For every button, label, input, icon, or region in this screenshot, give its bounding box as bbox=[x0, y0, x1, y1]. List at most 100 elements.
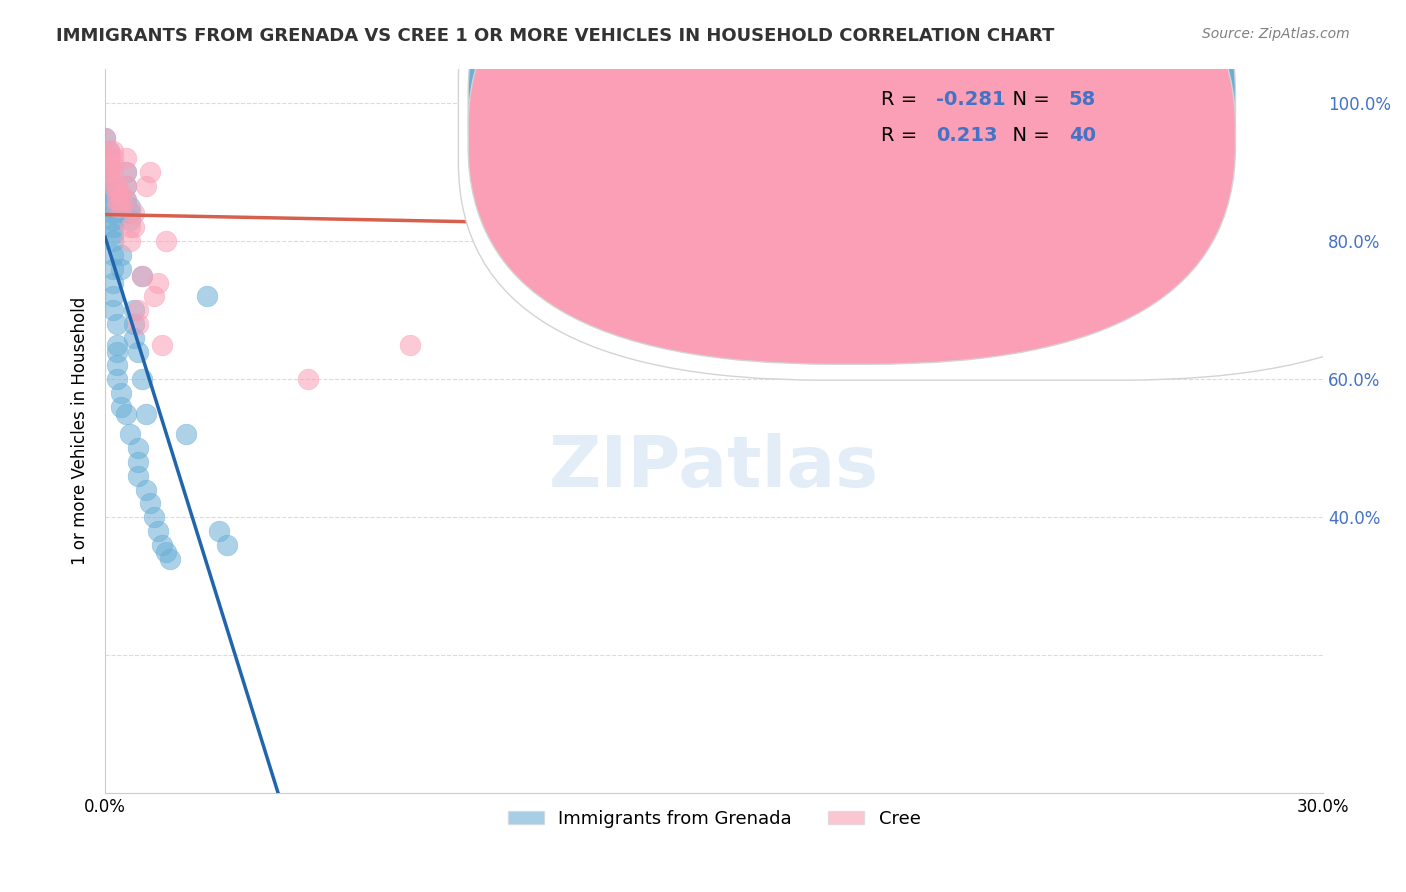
Point bbox=[114, 407, 136, 421]
Point bbox=[105, 344, 128, 359]
Point bbox=[114, 165, 136, 179]
Point bbox=[103, 145, 125, 159]
Point bbox=[105, 186, 128, 200]
Point bbox=[114, 193, 136, 207]
Legend: Immigrants from Grenada, Cree: Immigrants from Grenada, Cree bbox=[501, 803, 928, 835]
Point bbox=[103, 276, 125, 290]
Point bbox=[98, 165, 121, 179]
Point bbox=[135, 178, 157, 193]
Point bbox=[127, 317, 149, 331]
Point bbox=[114, 165, 136, 179]
Point bbox=[118, 234, 141, 248]
Point bbox=[139, 496, 162, 510]
Point bbox=[150, 538, 173, 552]
Text: 40: 40 bbox=[1069, 126, 1095, 145]
Point bbox=[127, 468, 149, 483]
Point bbox=[114, 193, 136, 207]
Point bbox=[118, 213, 141, 227]
Point bbox=[122, 206, 145, 220]
Point bbox=[110, 400, 132, 414]
Point bbox=[127, 344, 149, 359]
Point bbox=[118, 220, 141, 235]
Point bbox=[122, 331, 145, 345]
Text: IMMIGRANTS FROM GRENADA VS CREE 1 OR MORE VEHICLES IN HOUSEHOLD CORRELATION CHAR: IMMIGRANTS FROM GRENADA VS CREE 1 OR MOR… bbox=[56, 27, 1054, 45]
Point bbox=[98, 151, 121, 165]
Text: N =: N = bbox=[1001, 90, 1056, 109]
Point bbox=[142, 510, 165, 524]
Text: -0.281: -0.281 bbox=[936, 90, 1005, 109]
Point bbox=[122, 220, 145, 235]
Point bbox=[208, 524, 231, 538]
Point bbox=[98, 172, 121, 186]
Point bbox=[105, 193, 128, 207]
Point bbox=[215, 538, 238, 552]
Point bbox=[122, 303, 145, 318]
Point bbox=[159, 551, 181, 566]
Point bbox=[98, 178, 121, 193]
FancyBboxPatch shape bbox=[458, 0, 1406, 380]
Point bbox=[127, 455, 149, 469]
Y-axis label: 1 or more Vehicles in Household: 1 or more Vehicles in Household bbox=[72, 297, 89, 565]
Point bbox=[103, 220, 125, 235]
Point bbox=[703, 303, 725, 318]
Point bbox=[103, 151, 125, 165]
Point bbox=[94, 130, 117, 145]
Point bbox=[98, 186, 121, 200]
FancyBboxPatch shape bbox=[468, 0, 1236, 364]
Point bbox=[94, 130, 117, 145]
Point bbox=[110, 193, 132, 207]
Point bbox=[118, 200, 141, 214]
Point bbox=[105, 337, 128, 351]
Point bbox=[103, 206, 125, 220]
Point bbox=[118, 427, 141, 442]
Point bbox=[103, 158, 125, 172]
Point bbox=[135, 407, 157, 421]
Point bbox=[176, 427, 198, 442]
Point bbox=[135, 483, 157, 497]
Point bbox=[98, 158, 121, 172]
Point bbox=[131, 268, 153, 283]
Point bbox=[122, 317, 145, 331]
Text: 0.213: 0.213 bbox=[936, 126, 997, 145]
Point bbox=[142, 289, 165, 303]
Point bbox=[98, 193, 121, 207]
Point bbox=[131, 372, 153, 386]
Point bbox=[155, 545, 177, 559]
Point bbox=[103, 165, 125, 179]
Point bbox=[103, 261, 125, 276]
Point bbox=[110, 186, 132, 200]
Point bbox=[398, 337, 420, 351]
Text: R =: R = bbox=[882, 90, 924, 109]
Point bbox=[127, 441, 149, 455]
FancyBboxPatch shape bbox=[468, 0, 1236, 329]
Point bbox=[98, 158, 121, 172]
Point bbox=[105, 359, 128, 373]
Point bbox=[195, 289, 218, 303]
Point bbox=[105, 178, 128, 193]
Point bbox=[103, 289, 125, 303]
Point bbox=[114, 178, 136, 193]
Point bbox=[1271, 96, 1294, 111]
Point bbox=[297, 372, 319, 386]
Point bbox=[98, 145, 121, 159]
Point bbox=[114, 178, 136, 193]
Point bbox=[98, 145, 121, 159]
Point bbox=[118, 206, 141, 220]
Point bbox=[105, 200, 128, 214]
Text: ZIPatlas: ZIPatlas bbox=[550, 433, 879, 501]
Point bbox=[103, 303, 125, 318]
Point bbox=[146, 276, 169, 290]
Point bbox=[98, 200, 121, 214]
Point bbox=[105, 372, 128, 386]
Point bbox=[110, 248, 132, 262]
Point bbox=[110, 200, 132, 214]
Point bbox=[103, 248, 125, 262]
Point bbox=[150, 337, 173, 351]
Text: R =: R = bbox=[882, 126, 929, 145]
Point bbox=[98, 151, 121, 165]
Point bbox=[103, 227, 125, 242]
Point bbox=[103, 234, 125, 248]
Point bbox=[114, 151, 136, 165]
Text: 58: 58 bbox=[1069, 90, 1095, 109]
Point bbox=[155, 234, 177, 248]
